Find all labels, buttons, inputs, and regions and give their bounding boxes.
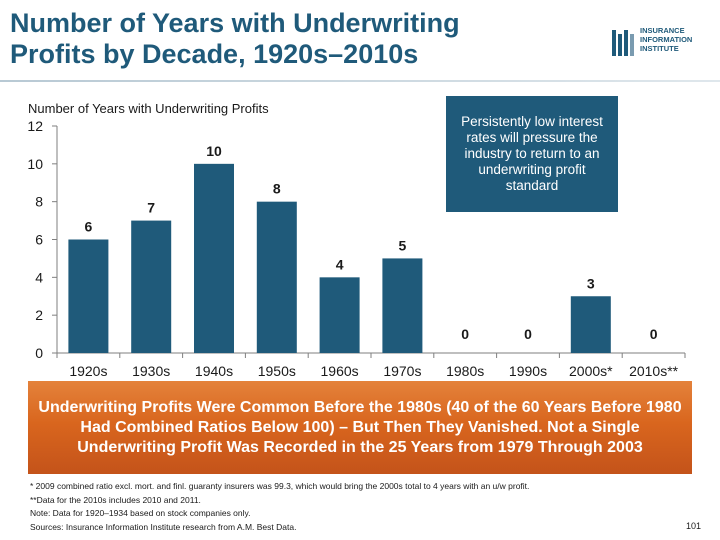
summary-banner: Underwriting Profits Were Common Before …	[28, 381, 692, 474]
x-tick-label: 1980s	[446, 363, 484, 379]
bar	[570, 296, 611, 353]
callout-box: Persistently low interest rates will pre…	[446, 96, 618, 212]
x-tick-label: 1930s	[132, 363, 170, 379]
data-label: 7	[147, 200, 155, 216]
data-label: 8	[273, 181, 281, 197]
data-label: 0	[461, 326, 469, 342]
y-tick-label: 8	[35, 194, 43, 210]
logo-wordmark: INSURANCE INFORMATION INSTITUTE	[640, 26, 720, 53]
bar	[256, 201, 297, 353]
banner-text: Underwriting Profits Were Common Before …	[38, 398, 682, 456]
title-line-1: Number of Years with Underwriting	[10, 8, 460, 38]
y-tick-label: 10	[27, 156, 43, 172]
y-tick-label: 2	[35, 307, 43, 323]
page-number: 101	[686, 521, 702, 531]
bar	[319, 277, 360, 353]
data-label: 0	[524, 326, 532, 342]
slide-title: Number of Years with Underwriting Profit…	[10, 8, 590, 70]
data-label: 6	[85, 219, 93, 235]
x-tick-label: 2010s**	[629, 363, 679, 379]
title-divider	[0, 80, 720, 82]
footnote-3: Note: Data for 1920–1934 based on stock …	[30, 508, 251, 518]
title-line-2: Profits by Decade, 1920s–2010s	[10, 39, 419, 69]
data-label: 3	[587, 275, 595, 291]
x-tick-label: 1950s	[258, 363, 296, 379]
callout-text: Persistently low interest rates will pre…	[461, 114, 603, 193]
footnote-1: * 2009 combined ratio excl. mort. and fi…	[30, 481, 530, 491]
y-tick-label: 6	[35, 232, 43, 248]
bar	[131, 220, 172, 353]
logo-line-3: INSTITUTE	[640, 44, 679, 53]
bar	[382, 258, 423, 353]
y-tick-label: 4	[35, 269, 43, 285]
x-tick-label: 1940s	[195, 363, 233, 379]
logo-line-2: INFORMATION	[640, 35, 693, 44]
footnote-source: Sources: Insurance Information Institute…	[30, 521, 297, 532]
x-tick-label: 1970s	[383, 363, 421, 379]
bar-chart: 0 2 4 6 8 10 12 6 1920s 7 1930s 10 1940s 8 1950s 4 1960s…	[27, 118, 686, 379]
data-label: 10	[206, 143, 222, 159]
footnotes: * 2009 combined ratio excl. mort. and fi…	[30, 480, 670, 534]
x-tick-label: 1960s	[321, 363, 359, 379]
iii-logo-icon	[612, 30, 634, 56]
y-tick-label: 0	[35, 345, 43, 361]
data-label: 4	[336, 256, 344, 272]
x-tick-label: 2000s*	[569, 363, 613, 379]
logo-line-1: INSURANCE	[640, 26, 685, 35]
chart-y-axis-title: Number of Years with Underwriting Profit…	[28, 101, 269, 116]
footnote-2: **Data for the 2010s includes 2010 and 2…	[30, 494, 201, 505]
x-tick-label: 1990s	[509, 363, 547, 379]
data-label: 0	[650, 326, 658, 342]
bar	[68, 239, 109, 353]
y-tick-label: 12	[27, 118, 43, 134]
data-label: 5	[399, 237, 407, 253]
bar	[194, 163, 234, 353]
x-tick-label: 1920s	[69, 363, 107, 379]
